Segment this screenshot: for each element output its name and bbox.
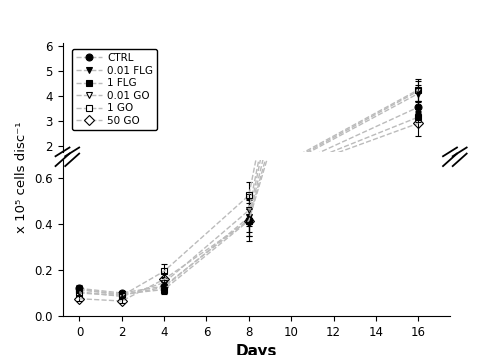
Legend: CTRL, 0.01 FLG, 1 FLG, 0.01 GO, 1 GO, 50 GO: CTRL, 0.01 FLG, 1 FLG, 0.01 GO, 1 GO, 50…	[72, 49, 157, 130]
Text: x 10⁵ cells disc⁻¹: x 10⁵ cells disc⁻¹	[15, 122, 28, 233]
X-axis label: Days: Days	[236, 344, 277, 355]
